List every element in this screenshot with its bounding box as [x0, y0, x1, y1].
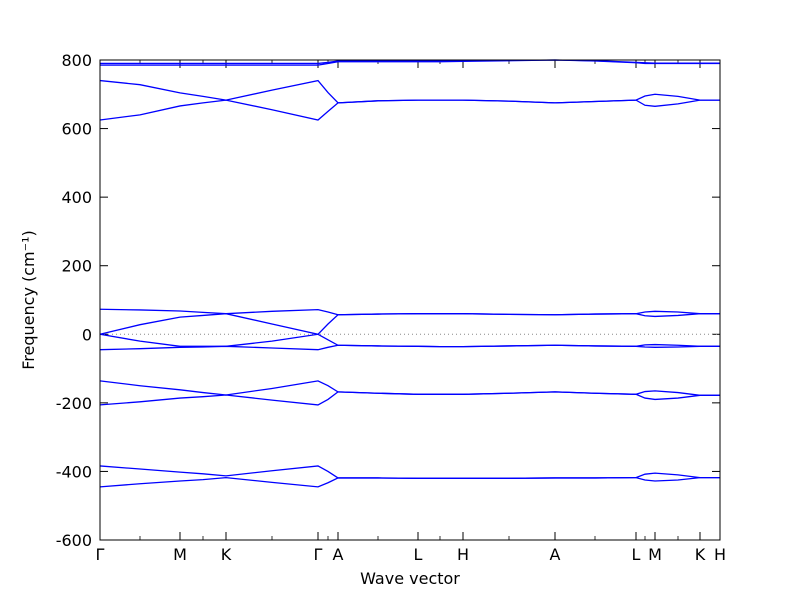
band-line — [99, 313, 720, 336]
y-tick-label: -400 — [56, 462, 92, 481]
x-tick-label: M — [648, 545, 662, 564]
band-line — [100, 59, 720, 65]
band-line — [99, 79, 720, 104]
x-tick-label: A — [333, 545, 344, 564]
x-tick-label: K — [221, 545, 232, 564]
y-tick-label: 200 — [61, 257, 92, 276]
band-line — [99, 333, 720, 348]
x-tick-label: Γ — [314, 545, 323, 564]
y-tick-label: 800 — [61, 51, 92, 70]
y-tick-label: -600 — [56, 531, 92, 550]
y-tick-label: 400 — [61, 188, 92, 207]
x-tick-label: L — [632, 545, 641, 564]
band-line — [99, 465, 720, 479]
band-line — [99, 391, 720, 406]
x-tick-label: M — [173, 545, 187, 564]
x-axis-label: Wave vector — [360, 569, 460, 588]
x-tick-label: H — [714, 545, 726, 564]
y-tick-label: 600 — [61, 120, 92, 139]
band-line — [99, 476, 720, 488]
band-line — [99, 380, 720, 396]
x-tick-label: H — [457, 545, 469, 564]
x-tick-label: K — [695, 545, 706, 564]
y-axis-label: Frequency (cm⁻¹) — [19, 230, 38, 369]
x-tick-label: A — [550, 545, 561, 564]
y-tick-label: -200 — [56, 394, 92, 413]
band-line — [99, 99, 720, 121]
x-tick-label: Γ — [96, 545, 105, 564]
band-line — [99, 344, 720, 351]
y-tick-label: 0 — [82, 325, 92, 344]
plot-frame — [99, 59, 721, 541]
x-tick-label: L — [414, 545, 423, 564]
